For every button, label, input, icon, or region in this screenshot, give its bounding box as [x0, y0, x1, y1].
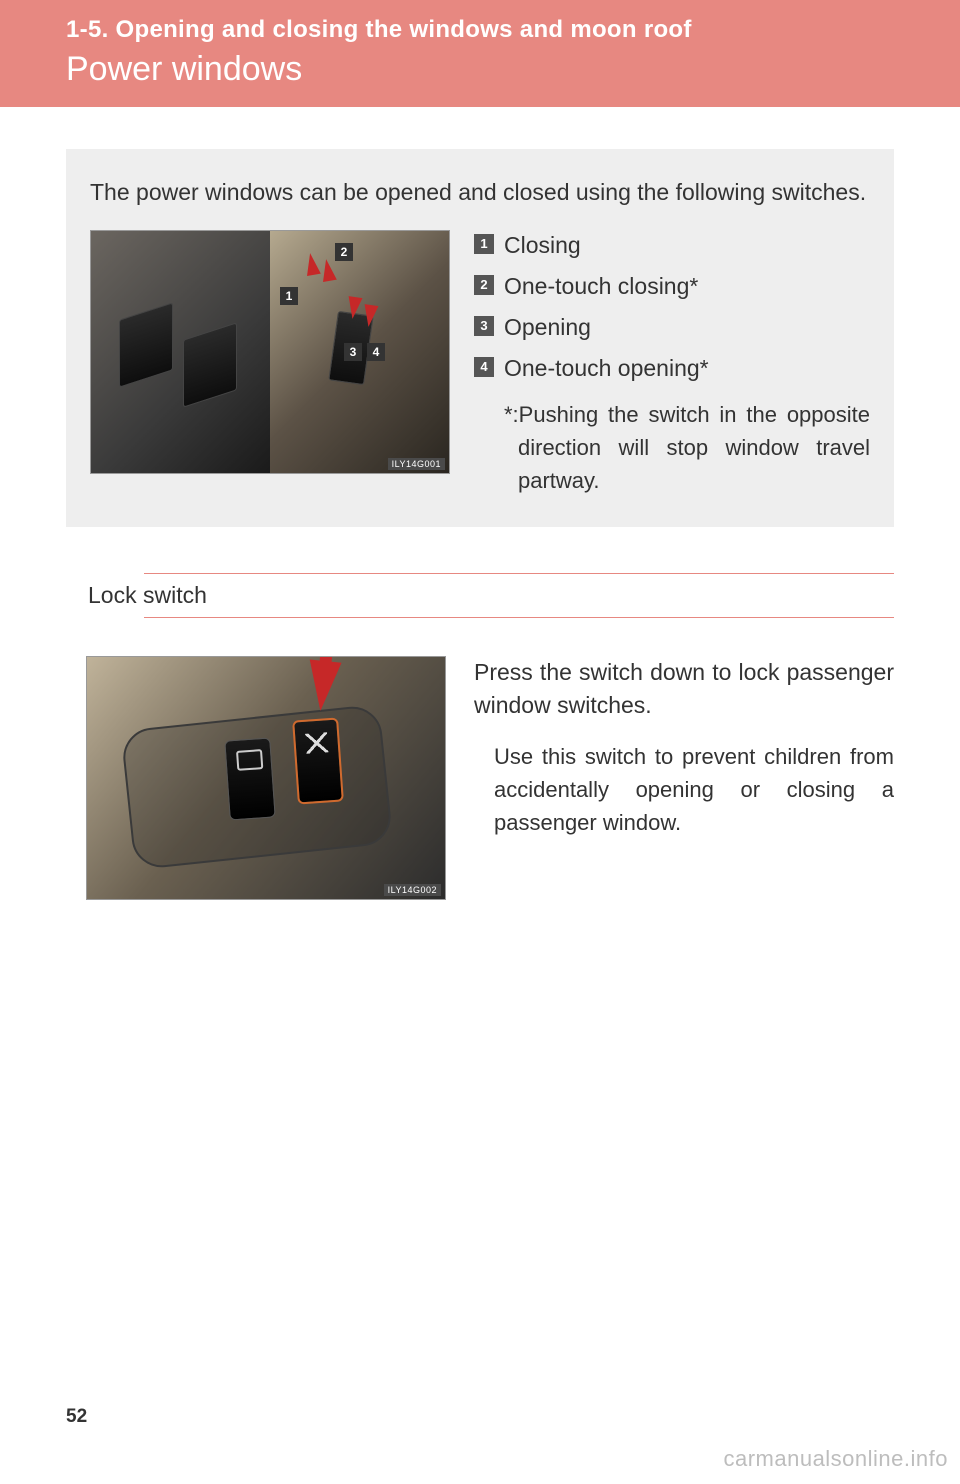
legend-number-icon: 2: [474, 275, 494, 295]
arrow-down-icon: [346, 296, 363, 320]
legend-item: 1 Closing: [474, 230, 870, 261]
lock-subparagraph: Use this switch to prevent children from…: [494, 740, 894, 839]
legend-label: Closing: [504, 230, 581, 261]
subheading-inner: Lock switch: [66, 573, 207, 618]
arrow-down-icon: [304, 659, 341, 712]
page-header: 1-5. Opening and closing the windows and…: [0, 0, 960, 107]
window-switch-icon: [224, 737, 275, 820]
lock-switch-figure: ILY14G002: [86, 656, 446, 900]
lock-switch-icon: [292, 717, 344, 804]
legend-label: One-touch closing*: [504, 271, 698, 302]
page: 1-5. Opening and closing the windows and…: [0, 0, 960, 1484]
page-title: Power windows: [66, 50, 960, 89]
legend-item: 3 Opening: [474, 312, 870, 343]
subheading-text: Lock switch: [88, 578, 207, 613]
figure-left-panel: [91, 231, 270, 473]
callout-1: 1: [280, 287, 298, 305]
image-code: ILY14G002: [384, 884, 441, 896]
legend-label: Opening: [504, 312, 591, 343]
arrow-down-icon: [362, 304, 379, 328]
section-label: 1-5. Opening and closing the windows and…: [66, 16, 960, 44]
legend-footnote: *:Pushing the switch in the opposite dir…: [504, 398, 870, 497]
legend-number-icon: 1: [474, 234, 494, 254]
callout-3: 3: [344, 343, 362, 361]
window-switch-icon: [119, 302, 173, 388]
legend-footnote-text: *:Pushing the switch in the opposite dir…: [504, 398, 870, 497]
switch-figure: 1 2 3 4 ILY14G001: [90, 230, 450, 474]
legend-item: 2 One-touch closing*: [474, 271, 870, 302]
callout-4: 4: [367, 343, 385, 361]
lock-section: ILY14G002 Press the switch down to lock …: [86, 656, 894, 900]
page-number: 52: [66, 1406, 87, 1428]
intro-row: 1 2 3 4 ILY14G001 1 Closing 2 One-touch …: [90, 230, 870, 497]
image-code: ILY14G001: [388, 458, 445, 470]
subheading: Lock switch: [66, 573, 894, 618]
intro-box: The power windows can be opened and clos…: [66, 149, 894, 527]
watermark: carmanualsonline.info: [723, 1446, 948, 1472]
legend: 1 Closing 2 One-touch closing* 3 Opening…: [474, 230, 870, 497]
callout-2: 2: [335, 243, 353, 261]
legend-number-icon: 4: [474, 357, 494, 377]
window-switch-icon: [183, 322, 237, 408]
intro-text: The power windows can be opened and clos…: [90, 175, 870, 210]
legend-label: One-touch opening*: [504, 353, 709, 384]
lock-text: Press the switch down to lock passenger …: [474, 656, 894, 900]
legend-number-icon: 3: [474, 316, 494, 336]
lock-paragraph: Press the switch down to lock passenger …: [474, 656, 894, 723]
legend-item: 4 One-touch opening*: [474, 353, 870, 384]
